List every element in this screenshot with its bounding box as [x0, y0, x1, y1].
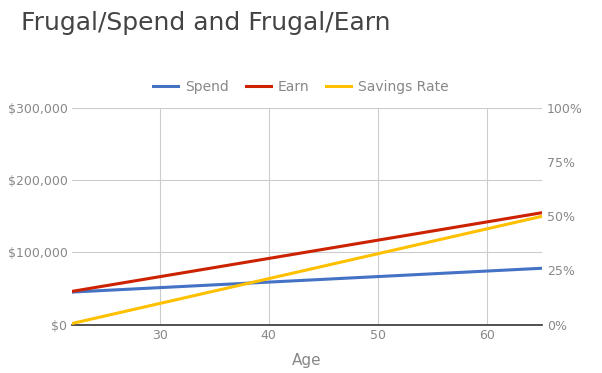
Line: Savings Rate: Savings Rate [72, 216, 542, 323]
Savings Rate [156, 301, 163, 306]
Earn [69, 289, 76, 294]
Savings Rate [515, 219, 522, 224]
Earn [194, 268, 201, 273]
Savings Rate [69, 321, 76, 326]
Earn [538, 210, 545, 215]
Line: Spend: Spend [72, 268, 542, 292]
Spend [156, 285, 163, 290]
Savings Rate [498, 223, 505, 228]
Text: Frugal/Spend and Frugal/Earn: Frugal/Spend and Frugal/Earn [21, 11, 391, 35]
Line: Earn: Earn [72, 213, 542, 291]
Savings Rate [194, 293, 201, 297]
Savings Rate [538, 214, 545, 219]
Earn [87, 286, 95, 291]
Savings Rate [97, 315, 104, 319]
Spend [498, 268, 505, 273]
Spend [515, 267, 522, 272]
X-axis label: Age: Age [292, 354, 322, 369]
Spend [194, 283, 201, 288]
Earn [156, 275, 163, 279]
Spend [69, 290, 76, 294]
Spend [97, 288, 104, 293]
Spend [87, 289, 95, 293]
Earn [515, 214, 522, 219]
Spend [538, 266, 545, 270]
Earn [498, 217, 505, 222]
Legend: Spend, Earn, Savings Rate: Spend, Earn, Savings Rate [148, 74, 454, 99]
Earn [97, 284, 104, 289]
Savings Rate [87, 317, 95, 322]
